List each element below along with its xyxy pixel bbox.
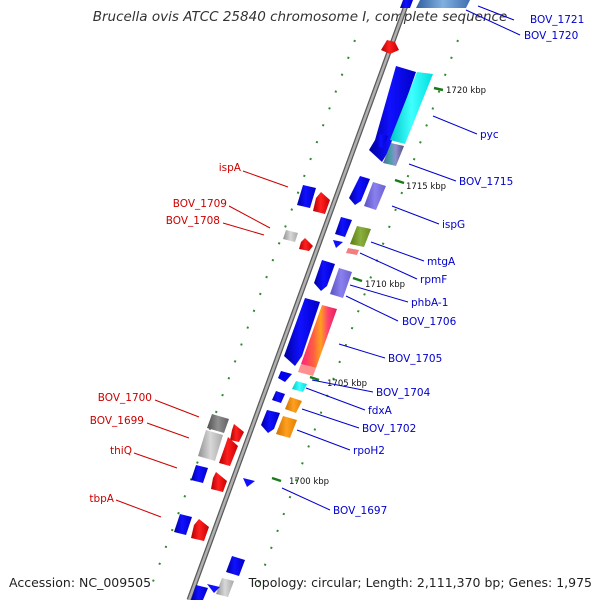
label-bov1704[interactable]: BOV_1704 xyxy=(376,387,431,399)
gene-bov1699-feature[interactable] xyxy=(219,437,238,466)
ruler-label-1715: 1715 kbp xyxy=(406,182,446,192)
ruler-label-1720: 1720 kbp xyxy=(446,86,486,96)
label-bov1721[interactable]: BOV_1721 xyxy=(530,14,584,26)
gene-small-3-feature[interactable] xyxy=(278,371,292,382)
label-bov1700[interactable]: BOV_1700 xyxy=(98,392,152,404)
gene-bov1699-small-feature[interactable] xyxy=(230,424,244,442)
reverse-labels xyxy=(115,170,289,518)
gene-tbpA-blue-feature[interactable] xyxy=(174,514,192,535)
gene-bov1720-feature[interactable] xyxy=(416,0,470,8)
backbone xyxy=(187,0,410,600)
gene-ispA-feature[interactable] xyxy=(313,192,330,214)
topology-summary-text: Topology: circular; Length: 2,111,370 bp… xyxy=(248,575,592,590)
gene-bov1708-feature[interactable] xyxy=(299,238,313,251)
label-tbpA[interactable]: tbpA xyxy=(89,493,114,505)
accession-text: Accession: NC_009505 xyxy=(9,575,152,590)
gene-fdxA-feature[interactable] xyxy=(272,391,285,403)
label-bov1697[interactable]: BOV_1697 xyxy=(333,505,387,517)
gene-bov1704-feature[interactable] xyxy=(292,381,307,392)
label-fdxA[interactable]: fdxA xyxy=(368,405,393,417)
label-bov1699[interactable]: BOV_1699 xyxy=(90,415,144,427)
gene-mtgA-feature[interactable] xyxy=(350,226,371,247)
gene-pyc-tail-feature[interactable] xyxy=(383,143,404,166)
gene-bottom-4-feature[interactable] xyxy=(191,585,208,600)
gene-rpmF-feature[interactable] xyxy=(346,248,359,255)
label-bov1709[interactable]: BOV_1709 xyxy=(173,198,227,210)
label-rpmF[interactable]: rpmF xyxy=(420,274,447,286)
gene-mtgA-blue-feature[interactable] xyxy=(335,217,352,237)
gene-bov1705-tail-feature[interactable] xyxy=(298,364,316,376)
gene-bov1702-feature[interactable] xyxy=(261,410,280,433)
gene-bottom-1-feature[interactable] xyxy=(226,556,245,576)
gene-phbA1-feature[interactable] xyxy=(314,260,335,291)
gene-bov1705-feature[interactable] xyxy=(301,305,337,368)
label-bov1702[interactable]: BOV_1702 xyxy=(362,423,416,435)
label-phbA-1[interactable]: phbA-1 xyxy=(411,297,448,309)
label-bov1715[interactable]: BOV_1715 xyxy=(459,176,513,188)
label-thiQ[interactable]: thiQ xyxy=(110,445,132,457)
label-mtgA[interactable]: mtgA xyxy=(427,256,456,268)
ruler-label-1710: 1710 kbp xyxy=(365,280,405,290)
gene-small-1-feature[interactable] xyxy=(375,134,388,148)
reverse-strand-features xyxy=(174,40,399,600)
label-bov1720[interactable]: BOV_1720 xyxy=(524,30,578,42)
label-bov1706[interactable]: BOV_1706 xyxy=(402,316,457,328)
forward-strand-features xyxy=(216,0,470,597)
gene-ispA-blue-feature[interactable] xyxy=(297,185,316,208)
gene-bov1706-feature[interactable] xyxy=(330,268,352,298)
gene-small-4-feature[interactable] xyxy=(243,478,255,487)
label-ispA[interactable]: ispA xyxy=(219,162,242,174)
gene-bov1715-feature[interactable] xyxy=(349,176,370,205)
gene-bottom-2-feature[interactable] xyxy=(216,578,234,597)
gene-thiQ-feature[interactable] xyxy=(211,472,227,492)
ruler-ticks xyxy=(271,86,444,483)
ruler-label-1705: 1705 kbp xyxy=(327,379,367,389)
gene-pyc-feature[interactable] xyxy=(390,72,433,144)
gene-ispG-feature[interactable] xyxy=(364,182,386,210)
ruler-label-1700: 1700 kbp xyxy=(289,477,329,487)
label-ispG[interactable]: ispG xyxy=(442,219,465,231)
gene-bov1709-feature[interactable] xyxy=(283,230,298,242)
gene-bov1700-dark-feature[interactable] xyxy=(207,414,229,433)
gene-bov1702-orange-feature[interactable] xyxy=(285,397,302,413)
gene-bov1705-blue-feature[interactable] xyxy=(284,298,320,366)
gene-tbpA-feature[interactable] xyxy=(191,519,209,541)
label-bov1708[interactable]: BOV_1708 xyxy=(166,215,220,227)
gene-bottom-3-feature[interactable] xyxy=(207,584,220,593)
gene-bov1700-feature[interactable] xyxy=(198,430,223,461)
label-rpoH2[interactable]: rpoH2 xyxy=(353,445,385,457)
label-bov1705[interactable]: BOV_1705 xyxy=(388,353,442,365)
forward-labels xyxy=(281,5,521,511)
gene-bov1721-feature[interactable] xyxy=(400,0,413,8)
gene-top-red-feature[interactable] xyxy=(381,40,399,54)
gene-small-2-feature[interactable] xyxy=(333,240,343,248)
label-pyc[interactable]: pyc xyxy=(480,129,499,141)
gene-rpoH2-feature[interactable] xyxy=(276,416,297,438)
gene-thiQ-blue-feature[interactable] xyxy=(191,465,208,483)
